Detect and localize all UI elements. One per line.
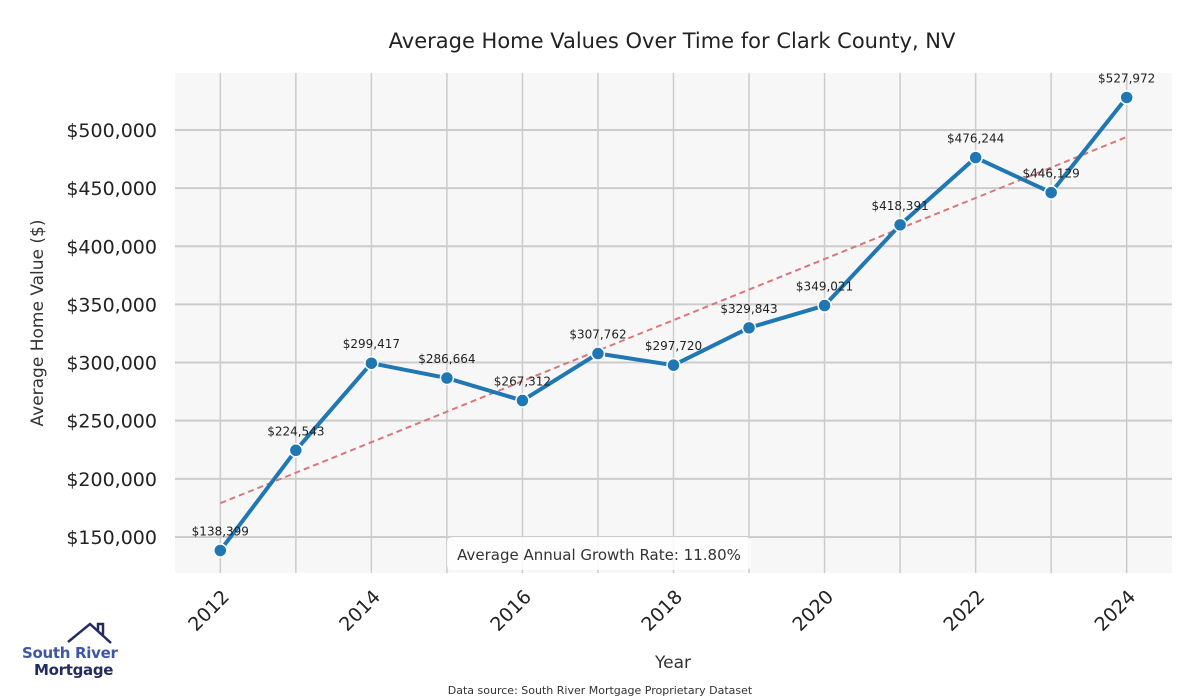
y-tick-label: $450,000 — [66, 178, 157, 200]
data-label: $446,129 — [1023, 167, 1080, 181]
x-tick-label: 2018 — [637, 586, 687, 636]
data-point — [213, 543, 228, 558]
data-label: $267,312 — [494, 375, 551, 389]
growth-rate-box — [447, 537, 751, 570]
x-tick-label: 2024 — [1090, 586, 1140, 636]
data-label: $297,720 — [645, 339, 702, 353]
y-tick-label: $200,000 — [66, 469, 157, 491]
trend-line — [219, 136, 1128, 505]
data-label: $418,391 — [871, 199, 928, 213]
data-point — [364, 355, 379, 371]
y-axis-label: Average Home Value ($) — [28, 220, 48, 427]
x-tick-label: 2020 — [788, 586, 838, 636]
data-label: $138,399 — [192, 524, 249, 538]
data-point — [1119, 90, 1134, 105]
data-point — [892, 217, 908, 233]
data-point — [288, 443, 304, 458]
data-label: $476,244 — [947, 132, 1004, 146]
data-label: $286,664 — [418, 352, 475, 366]
data-point — [817, 298, 832, 313]
data-point — [666, 357, 681, 373]
data-point — [1043, 185, 1059, 200]
y-tick-label: $400,000 — [66, 236, 157, 258]
logo-line-1: South River — [22, 644, 118, 662]
data-label: $527,972 — [1098, 71, 1155, 85]
data-label: $299,417 — [343, 337, 400, 351]
data-point — [515, 393, 530, 408]
x-tick-label: 2022 — [939, 586, 989, 636]
data-source-note: Data source: South River Mortgage Propri… — [448, 684, 753, 697]
south-river-mortgage-logo: South River Mortgage — [20, 622, 120, 682]
y-tick-label: $150,000 — [66, 527, 157, 549]
y-tick-label: $500,000 — [66, 120, 157, 142]
data-label: $224,543 — [267, 424, 324, 438]
y-tick-label: $300,000 — [66, 353, 157, 375]
x-tick-label: 2014 — [335, 586, 385, 636]
house-roof-icon — [67, 622, 112, 644]
data-label: $329,843 — [720, 302, 777, 316]
x-tick-label: 2012 — [184, 586, 234, 636]
data-label: $349,021 — [796, 280, 853, 294]
logo-line-2: Mortgage — [34, 661, 114, 679]
y-tick-label: $350,000 — [66, 294, 157, 316]
chart-title: Average Home Values Over Time for Clark … — [389, 29, 956, 53]
y-tick-label: $250,000 — [66, 411, 157, 433]
x-axis-label: Year — [654, 653, 691, 673]
data-point — [741, 320, 757, 336]
data-label: $307,762 — [569, 328, 626, 342]
data-point — [590, 346, 606, 361]
x-tick-label: 2016 — [486, 586, 536, 636]
growth-rate-annotation: Average Annual Growth Rate: 11.80% — [457, 546, 741, 564]
data-point — [968, 150, 983, 165]
data-point — [439, 370, 455, 386]
